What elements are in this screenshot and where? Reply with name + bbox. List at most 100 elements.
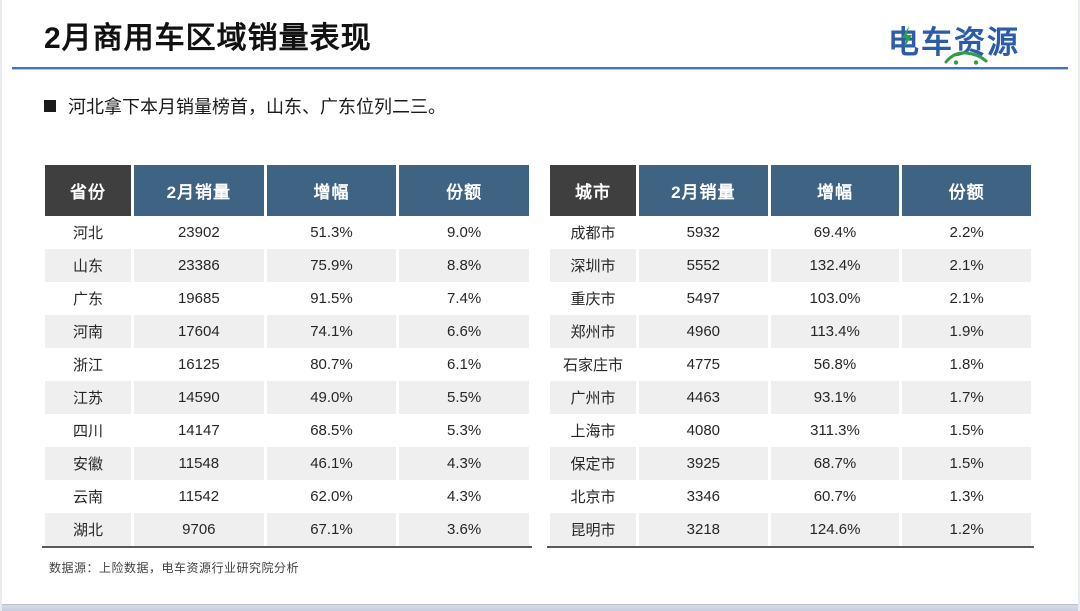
table-cell: 51.3% (266, 216, 397, 249)
table-cell: 郑州市 (550, 315, 636, 348)
table-cell: 深圳市 (550, 249, 636, 282)
table-cell: 4463 (639, 381, 768, 414)
bullet-square-icon (44, 100, 56, 112)
table-cell: 3218 (639, 513, 768, 546)
table-cell: 56.8% (770, 348, 900, 381)
table-header-row: 省份 2月销量 增幅 份额 (45, 165, 529, 216)
table-row: 郑州市 4960 113.4% 1.9% (550, 315, 1031, 348)
table-row: 河南 17604 74.1% 6.6% (45, 315, 529, 348)
table-row: 保定市 3925 68.7% 1.5% (550, 447, 1031, 480)
table-cell: 93.1% (770, 381, 900, 414)
table-cell: 6.6% (399, 315, 529, 348)
city-sales-table: 城市 2月销量 增幅 份额 成都市 5932 69.4% 2.2% 深圳市 5552 132.4% 2… (547, 165, 1034, 548)
table-cell: 广东 (45, 282, 131, 315)
table-cell: 四川 (45, 414, 131, 447)
column-header: 2月销量 (639, 165, 768, 216)
table-cell: 3925 (639, 447, 768, 480)
title-divider (12, 67, 1068, 69)
table-cell: 23386 (134, 249, 264, 282)
table-cell: 北京市 (550, 480, 636, 513)
summary-line: 河北拿下本月销量榜首，山东、广东位列二三。 (44, 93, 446, 119)
table-cell: 74.1% (266, 315, 397, 348)
table-cell: 石家庄市 (550, 348, 636, 381)
table-header-row: 城市 2月销量 增幅 份额 (550, 165, 1031, 216)
table-cell: 69.4% (770, 216, 900, 249)
table-row: 昆明市 3218 124.6% 1.2% (550, 513, 1031, 546)
table-cell: 14147 (134, 414, 264, 447)
table-row: 广东 19685 91.5% 7.4% (45, 282, 529, 315)
table-cell: 75.9% (266, 249, 397, 282)
table-cell: 广州市 (550, 381, 636, 414)
table-cell: 2.1% (902, 249, 1031, 282)
table-cell: 江苏 (45, 381, 131, 414)
table-row: 山东 23386 75.9% 8.8% (45, 249, 529, 282)
table-cell: 2.1% (902, 282, 1031, 315)
table-cell: 91.5% (266, 282, 397, 315)
data-source-note: 数据源：上险数据，电车资源行业研究院分析 (49, 561, 300, 575)
brand-logo-text: 电车资源 (888, 25, 1020, 60)
table-cell: 60.7% (770, 480, 900, 513)
table-cell: 17604 (134, 315, 264, 348)
table-row: 安徽 11548 46.1% 4.3% (45, 447, 529, 480)
table-cell: 5932 (639, 216, 768, 249)
table-cell: 103.0% (770, 282, 900, 315)
table-cell: 14590 (134, 381, 264, 414)
table-cell: 浙江 (45, 348, 131, 381)
table-cell: 124.6% (770, 513, 900, 546)
table-cell: 4960 (639, 315, 768, 348)
table-cell: 保定市 (550, 447, 636, 480)
table-cell: 67.1% (266, 513, 397, 546)
brand-logo: 电车资源 (888, 17, 1020, 65)
table-row: 湖北 9706 67.1% 3.6% (45, 513, 529, 546)
table-row: 广州市 4463 93.1% 1.7% (550, 381, 1031, 414)
column-header: 份额 (399, 165, 529, 216)
table-row: 四川 14147 68.5% 5.3% (45, 414, 529, 447)
table-cell: 23902 (134, 216, 264, 249)
table-row: 深圳市 5552 132.4% 2.1% (550, 249, 1031, 282)
table-cell: 3346 (639, 480, 768, 513)
table-cell: 山东 (45, 249, 131, 282)
table-cell: 3.6% (399, 513, 529, 546)
column-header: 城市 (550, 165, 636, 216)
table-cell: 5.5% (399, 381, 529, 414)
table-cell: 上海市 (550, 414, 636, 447)
table-cell: 8.8% (399, 249, 529, 282)
column-header: 份额 (902, 165, 1031, 216)
table-cell: 5552 (639, 249, 768, 282)
table-cell: 成都市 (550, 216, 636, 249)
table-cell: 11542 (134, 480, 264, 513)
page-title: 2月商用车区域销量表现 (44, 22, 372, 55)
table-cell: 安徽 (45, 447, 131, 480)
table-row: 成都市 5932 69.4% 2.2% (550, 216, 1031, 249)
table-cell: 9.0% (399, 216, 529, 249)
table-cell: 4775 (639, 348, 768, 381)
table-cell: 湖北 (45, 513, 131, 546)
table-cell: 昆明市 (550, 513, 636, 546)
column-header: 2月销量 (134, 165, 264, 216)
table-cell: 5497 (639, 282, 768, 315)
table-cell: 311.3% (770, 414, 900, 447)
table-cell: 80.7% (266, 348, 397, 381)
table-cell: 4.3% (399, 447, 529, 480)
table-cell: 19685 (134, 282, 264, 315)
table-cell: 4080 (639, 414, 768, 447)
table-row: 上海市 4080 311.3% 1.5% (550, 414, 1031, 447)
column-header: 省份 (45, 165, 131, 216)
table-cell: 68.5% (266, 414, 397, 447)
table-cell: 河北 (45, 216, 131, 249)
table-row: 北京市 3346 60.7% 1.3% (550, 480, 1031, 513)
column-header: 增幅 (770, 165, 900, 216)
table-row: 重庆市 5497 103.0% 2.1% (550, 282, 1031, 315)
table-cell: 132.4% (770, 249, 900, 282)
table-cell: 1.8% (902, 348, 1031, 381)
table-cell: 1.2% (902, 513, 1031, 546)
table-cell: 2.2% (902, 216, 1031, 249)
table-row: 石家庄市 4775 56.8% 1.8% (550, 348, 1031, 381)
table-cell: 河南 (45, 315, 131, 348)
table-row: 江苏 14590 49.0% 5.5% (45, 381, 529, 414)
bottom-bar (2, 604, 1078, 611)
table-cell: 11548 (134, 447, 264, 480)
table-cell: 重庆市 (550, 282, 636, 315)
tables-section: 省份 2月销量 增幅 份额 河北 23902 51.3% 9.0% 山东 23386 75.9% 8.… (42, 165, 1034, 548)
